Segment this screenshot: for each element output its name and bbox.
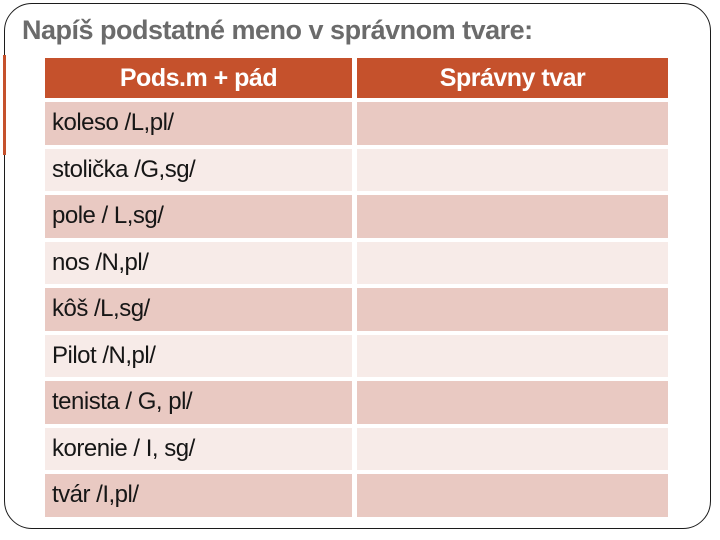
answer-cell[interactable] — [357, 195, 668, 238]
answer-cell[interactable] — [357, 334, 668, 377]
prompt-cell: tenista / G, pl/ — [45, 381, 352, 424]
answer-cell[interactable] — [357, 381, 668, 424]
prompt-cell: stolička /G,sg/ — [45, 148, 352, 191]
prompt-cell: Pilot /N,pl/ — [45, 334, 352, 377]
worksheet-table: Pods.m + pád Správny tvar koleso /L,pl/ … — [45, 58, 668, 517]
prompt-cell: tvár /I,pl/ — [45, 474, 352, 517]
prompt-cell: nos /N,pl/ — [45, 241, 352, 284]
left-accent-line — [3, 55, 6, 155]
column-header-spravny-tvar: Správny tvar — [357, 58, 668, 98]
column-header-podsm-pad: Pods.m + pád — [45, 58, 352, 98]
prompt-cell: koleso /L,pl/ — [45, 102, 352, 145]
prompt-cell: korenie / I, sg/ — [45, 427, 352, 470]
slide-title: Napíš podstatné meno v správnom tvare: — [22, 15, 533, 45]
prompt-cell: pole / L,sg/ — [45, 195, 352, 238]
answer-cell[interactable] — [357, 148, 668, 191]
answer-cell[interactable] — [357, 102, 668, 145]
answer-cell[interactable] — [357, 474, 668, 517]
answer-cell[interactable] — [357, 427, 668, 470]
prompt-cell: kôš /L,sg/ — [45, 288, 352, 331]
answer-cell[interactable] — [357, 288, 668, 331]
slide-border — [4, 3, 711, 529]
answer-cell[interactable] — [357, 241, 668, 284]
